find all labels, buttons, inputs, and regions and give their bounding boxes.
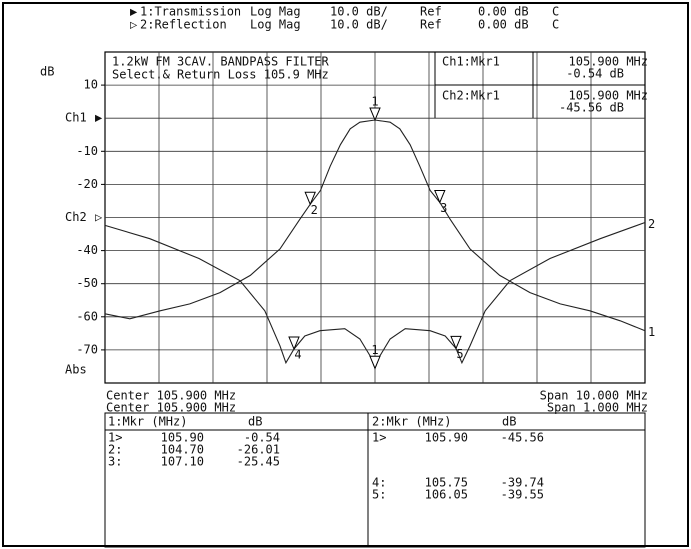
marker-freq: 107.10: [161, 455, 204, 469]
marker-value: -0.54: [244, 431, 280, 445]
readout-channel: Ch2:Mkr1: [442, 89, 500, 103]
marker-value: -39.55: [501, 488, 544, 502]
marker: [304, 191, 316, 206]
channel-indicator: ▶: [130, 5, 138, 19]
center-text: Center 105.900 MHz: [106, 389, 236, 403]
ref-label: Ch2: [65, 210, 87, 224]
channel-indicator: ▷: [130, 18, 138, 32]
readout-value: -45.56 dB: [559, 101, 624, 115]
y-tick-label: -40: [76, 243, 98, 257]
marker: [450, 335, 462, 350]
y-tick-label: 10: [84, 78, 98, 92]
abs-label: Abs: [65, 363, 87, 377]
marker-label: 3: [440, 201, 447, 215]
y-tick-label: -10: [76, 144, 98, 158]
channel-status: C: [552, 5, 559, 19]
trace-label: 2: [648, 217, 655, 231]
readout-channel: Ch1:Mkr1: [442, 55, 500, 69]
y-axis-label: dB: [40, 65, 54, 79]
table-header: dB: [502, 415, 516, 429]
marker-value: -45.56: [501, 431, 544, 445]
marker-freq: 105.90: [425, 431, 468, 445]
channel-status: Log Mag: [250, 18, 301, 32]
channel-status: 0.00 dB: [478, 5, 529, 19]
ref-arrow: ▷: [95, 210, 103, 224]
y-tick-label: -20: [76, 177, 98, 191]
channel-status: 10.0 dB/: [330, 18, 388, 32]
y-tick-label: -50: [76, 276, 98, 290]
series-name: 2:Reflection: [140, 18, 227, 32]
marker-label: 1: [371, 94, 378, 108]
row-label: 1>: [372, 431, 386, 445]
marker-value: -25.45: [237, 455, 280, 469]
trace-label: 1: [648, 325, 655, 339]
marker: [369, 355, 381, 370]
marker-value: -26.01: [237, 443, 280, 457]
table-header: 1:Mkr (MHz): [108, 415, 187, 429]
marker: [434, 189, 446, 204]
marker-freq: 106.05: [425, 488, 468, 502]
marker-freq: 104.70: [161, 443, 204, 457]
row-label: 5:: [372, 488, 386, 502]
channel-status: Ref: [420, 5, 442, 19]
readout-freq: 105.900 MHz: [569, 89, 648, 103]
readout-value: -0.54 dB: [566, 67, 624, 81]
marker-label: 1: [371, 343, 378, 357]
marker-label: 4: [294, 348, 301, 362]
ref-label: Ch1: [65, 111, 87, 125]
marker-value: -39.74: [501, 476, 544, 490]
marker-freq: 105.75: [425, 476, 468, 490]
marker-table-box: [104, 412, 646, 548]
marker: [369, 107, 381, 122]
title-line: 1.2kW FM 3CAV. BANDPASS FILTER: [112, 55, 330, 69]
channel-status: 10.0 dB/: [330, 5, 388, 19]
marker-freq: 105.90: [161, 431, 204, 445]
span-text: Span 10.000 MHz: [540, 389, 648, 403]
table-header: 2:Mkr (MHz): [372, 415, 451, 429]
channel-status: Ref: [420, 18, 442, 32]
table-header: dB: [248, 415, 262, 429]
y-tick-label: -60: [76, 309, 98, 323]
readout-freq: 105.900 MHz: [569, 55, 648, 69]
series-name: 1:Transmission: [140, 5, 241, 19]
span-text: Span 1.000 MHz: [547, 401, 648, 415]
row-label: 2:: [108, 443, 122, 457]
center-text: Center 105.900 MHz: [106, 401, 236, 415]
y-tick-label: -70: [76, 342, 98, 356]
marker: [288, 336, 300, 351]
ref-arrow: ▶: [95, 111, 103, 125]
channel-status: C: [552, 18, 559, 32]
channel-status: Log Mag: [250, 5, 301, 19]
marker-label: 2: [311, 203, 318, 217]
marker-label: 5: [456, 347, 463, 361]
row-label: 3:: [108, 455, 122, 469]
title-line: Select.& Return Loss 105.9 MHz: [112, 68, 329, 82]
channel-status: 0.00 dB: [478, 18, 529, 32]
row-label: 4:: [372, 476, 386, 490]
row-label: 1>: [108, 431, 122, 445]
